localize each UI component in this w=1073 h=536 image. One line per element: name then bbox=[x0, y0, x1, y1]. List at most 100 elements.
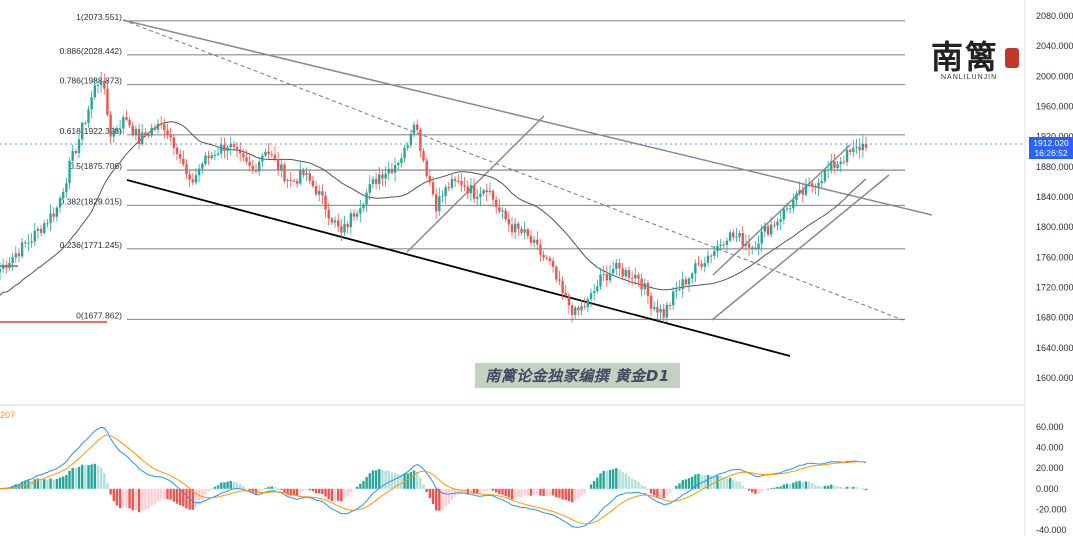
macd-histogram-bar bbox=[491, 488, 495, 491]
candle-body bbox=[476, 197, 479, 199]
macd-histogram-bar bbox=[71, 467, 74, 489]
candle-body bbox=[820, 181, 823, 184]
candle-body bbox=[71, 151, 74, 161]
candle-body bbox=[406, 145, 409, 148]
candle-body bbox=[447, 187, 451, 189]
macd-histogram-bar bbox=[425, 488, 428, 493]
candle-body bbox=[852, 147, 855, 153]
macd-histogram-bar bbox=[245, 488, 248, 489]
y-tick-label: 1720.000 bbox=[1036, 283, 1073, 293]
candle-body bbox=[384, 173, 387, 179]
candle-body bbox=[409, 133, 413, 146]
candle-body bbox=[1, 264, 5, 269]
macd-histogram-bar bbox=[861, 488, 865, 490]
macd-histogram-bar bbox=[444, 488, 447, 507]
candle-body bbox=[690, 273, 694, 279]
y-tick-label: 1640.000 bbox=[1036, 343, 1073, 353]
candle-body bbox=[662, 308, 665, 318]
macd-histogram-bar bbox=[485, 488, 488, 491]
candle-body bbox=[495, 199, 498, 208]
candle-body bbox=[785, 208, 789, 210]
candle-body bbox=[596, 286, 599, 292]
candle-body bbox=[814, 185, 817, 188]
candle-body bbox=[242, 153, 245, 158]
candle-body bbox=[611, 269, 615, 274]
macd-histogram-bar bbox=[694, 474, 697, 489]
macd-histogram-bar bbox=[706, 474, 710, 489]
candle-body bbox=[169, 134, 172, 138]
candle-body bbox=[482, 190, 485, 194]
macd-histogram-bar bbox=[488, 488, 492, 490]
macd-histogram-bar bbox=[766, 488, 770, 490]
macd-histogram-bar bbox=[596, 477, 599, 489]
macd-histogram-bar bbox=[523, 488, 526, 496]
candle-body bbox=[779, 219, 782, 222]
macd-histogram-bar bbox=[87, 464, 90, 489]
candle-body bbox=[668, 304, 672, 306]
macd-histogram-bar bbox=[510, 488, 514, 500]
candle-body bbox=[653, 306, 656, 309]
macd-histogram-bar bbox=[434, 488, 438, 511]
candle-body bbox=[570, 305, 574, 315]
macd-histogram-bar bbox=[757, 488, 760, 494]
candle-body bbox=[346, 224, 349, 228]
candle-body bbox=[627, 270, 631, 278]
macd-histogram-bar bbox=[438, 488, 441, 511]
y-tick-label: 2040.000 bbox=[1036, 41, 1073, 51]
macd-histogram-bar bbox=[141, 488, 144, 511]
macd-histogram-bar bbox=[210, 488, 213, 490]
macd-histogram-bar bbox=[529, 488, 533, 496]
candle-body bbox=[605, 274, 609, 281]
candle-body bbox=[728, 232, 732, 241]
candle-body bbox=[460, 180, 463, 186]
macd-histogram-bar bbox=[479, 488, 482, 494]
candle-body bbox=[716, 245, 719, 252]
macd-histogram-bar bbox=[49, 478, 52, 489]
macd-histogram-bar bbox=[169, 488, 172, 500]
candle-body bbox=[343, 224, 346, 233]
macd-histogram-bar bbox=[286, 488, 289, 495]
candle-body bbox=[134, 128, 138, 135]
macd-histogram-bar bbox=[74, 467, 78, 489]
candle-body bbox=[390, 168, 394, 173]
macd-histogram-bar bbox=[751, 488, 754, 493]
macd-histogram-bar bbox=[498, 488, 501, 495]
candle-body bbox=[251, 165, 255, 170]
candle-body bbox=[621, 268, 624, 277]
logo-seal-icon bbox=[1005, 48, 1019, 68]
moving-average bbox=[0, 121, 867, 296]
fib-level-label: 0.886(2028.442) bbox=[60, 46, 123, 56]
candle-body bbox=[188, 174, 191, 180]
candle-body bbox=[213, 154, 217, 156]
macd-histogram-bar bbox=[460, 488, 463, 494]
macd-histogram-bar bbox=[166, 488, 169, 500]
candle-body bbox=[131, 125, 134, 135]
candle-body bbox=[99, 80, 103, 85]
macd-histogram-bar bbox=[11, 485, 14, 489]
candle-body bbox=[438, 196, 441, 212]
candle-body bbox=[744, 243, 748, 246]
macd-histogram-bar bbox=[55, 478, 59, 489]
candle-body bbox=[314, 186, 318, 195]
candle-body bbox=[697, 263, 700, 265]
candle-body bbox=[80, 122, 84, 140]
candle-body bbox=[49, 213, 52, 224]
macd-histogram-bar bbox=[340, 488, 343, 502]
macd-histogram-bar bbox=[175, 488, 179, 504]
macd-histogram-bar bbox=[627, 476, 631, 489]
candle-body bbox=[517, 223, 520, 229]
macd-histogram-bar bbox=[226, 481, 229, 489]
candle-body bbox=[855, 146, 858, 148]
candle-body bbox=[845, 149, 849, 163]
macd-histogram-bar bbox=[690, 476, 694, 489]
y-tick-label: 1600.000 bbox=[1036, 373, 1073, 383]
candle-body bbox=[526, 229, 530, 237]
candle-body bbox=[624, 270, 627, 277]
macd-histogram-bar bbox=[782, 484, 786, 489]
candle-body bbox=[330, 218, 334, 223]
candle-body bbox=[30, 241, 33, 243]
macd-histogram-bar bbox=[659, 488, 662, 498]
candle-body bbox=[656, 306, 659, 313]
macd-histogram-bar bbox=[251, 488, 255, 493]
macd-histogram-bar bbox=[504, 488, 507, 497]
